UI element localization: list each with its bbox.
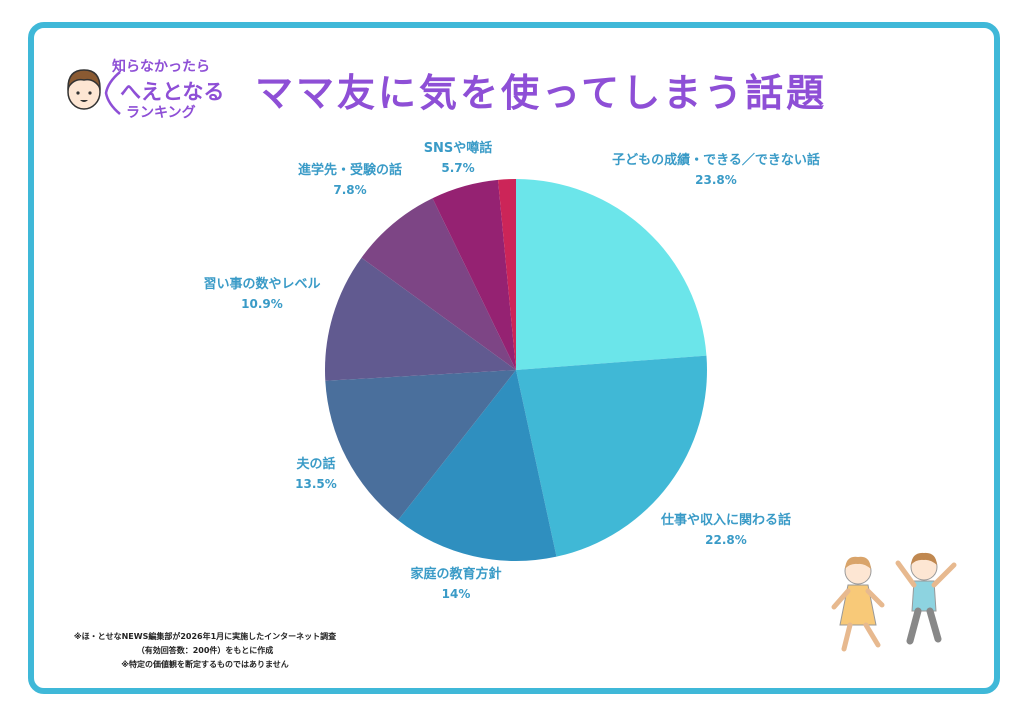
pie-slice-8 <box>498 179 516 370</box>
slice-label-6: 進学先・受験の話 <box>298 162 402 178</box>
pie-slice-1 <box>516 179 707 370</box>
slice-value-7: 5.7% <box>441 161 474 175</box>
pie-slice-7 <box>432 179 516 370</box>
slice-label-7: SNSや噂話 <box>424 140 493 156</box>
pie-slice-4 <box>325 370 516 521</box>
slice-label-4: 夫の話 <box>296 456 335 472</box>
slice-label-2: 仕事や収入に関わる話 <box>660 512 791 528</box>
logo-line-1: 知らなかったら <box>112 59 210 75</box>
slice-label-3: 家庭の教育方針 <box>410 566 501 582</box>
chart-title: ママ友に気を使ってしまう話題 <box>255 71 828 115</box>
pie-slice-6 <box>361 198 516 370</box>
footnote-line-2: （有効回答数：200件）をもとに作成 <box>136 646 274 655</box>
slice-value-3: 14% <box>442 587 471 601</box>
slice-value-6: 7.8% <box>333 183 366 197</box>
pie-slice-5 <box>325 257 516 381</box>
slice-value-4: 13.5% <box>295 477 337 491</box>
slice-label-5: 習い事の数やレベル <box>203 276 320 292</box>
pie-slice-3 <box>397 370 557 561</box>
slice-label-1: 子どもの成績・できる／できない話 <box>612 152 820 168</box>
logo-line-3: ランキング <box>126 105 196 121</box>
speech-bracket-icon <box>104 71 121 115</box>
slice-value-1: 23.8% <box>695 173 737 187</box>
survey-footnote: ※ほ・とせなNEWS編集部が2026年1月に実施したインターネット調査 （有効回… <box>60 630 350 672</box>
footnote-line-1: ※ほ・とせなNEWS編集部が2026年1月に実施したインターネット調査 <box>73 632 337 641</box>
slice-value-5: 10.9% <box>241 297 283 311</box>
boy-face-icon <box>67 69 101 110</box>
footnote-line-3: ※特定の価値観を断定するものではありません <box>121 660 289 669</box>
ranking-logo: 知らなかったら へえとなる ランキング <box>62 52 232 132</box>
slice-value-2: 22.8% <box>705 533 747 547</box>
logo-line-2: へえとなる <box>120 80 225 104</box>
children-illustration <box>831 552 957 652</box>
pie-slice-2 <box>516 355 707 557</box>
